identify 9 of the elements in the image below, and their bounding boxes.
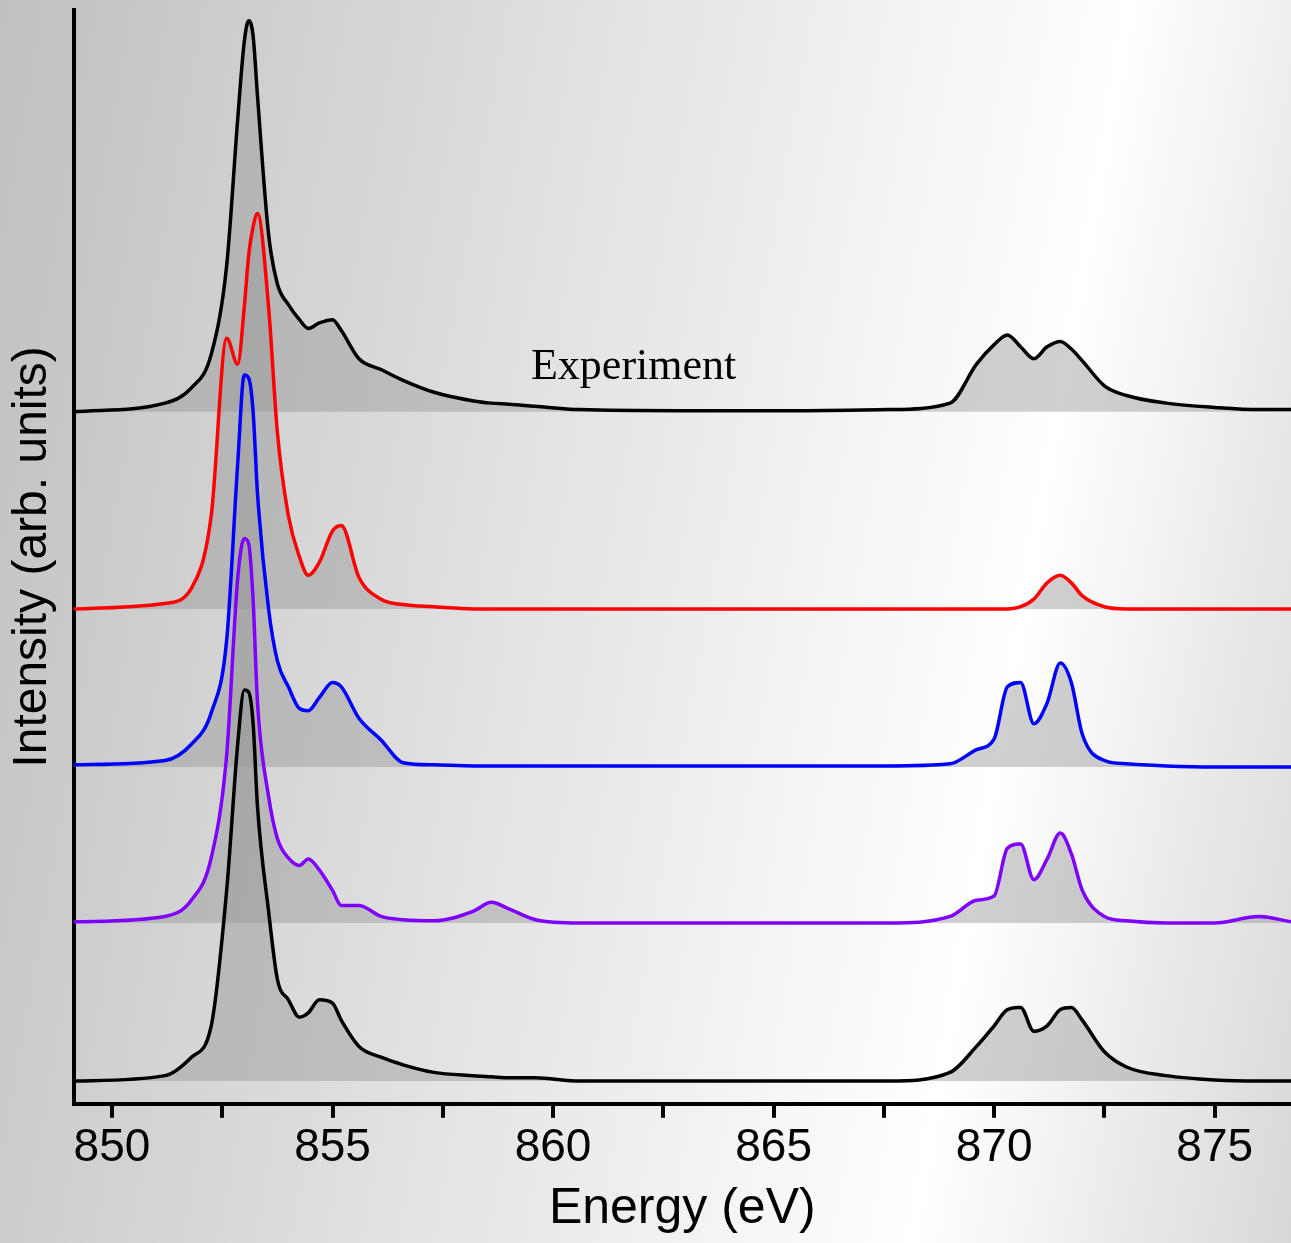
x-tick-label: 870 (955, 1119, 1033, 1172)
x-tick-label: 865 (735, 1119, 812, 1172)
x-tick-label: 860 (514, 1119, 592, 1172)
series-label: Experiment (530, 340, 737, 390)
x-tick-label: 855 (294, 1119, 371, 1172)
y-axis-title: Intensity (arb. units) (3, 346, 57, 768)
x-tick-label: 850 (73, 1119, 151, 1172)
x-axis-title: Energy (eV) (548, 1177, 816, 1234)
x-tick-label: 875 (1176, 1119, 1254, 1172)
